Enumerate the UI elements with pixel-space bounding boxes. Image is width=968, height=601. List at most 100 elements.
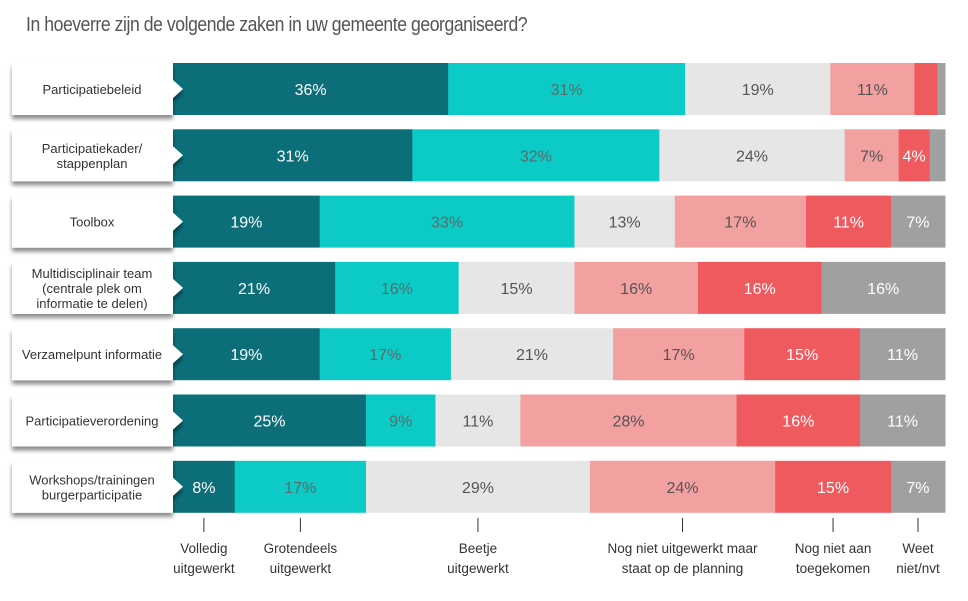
- bar-segment: [685, 63, 831, 115]
- bar-segment: [458, 261, 575, 314]
- category-label-line: Toolbox: [70, 215, 115, 230]
- bar-segment: [830, 63, 915, 115]
- bar-segment: [736, 394, 861, 447]
- legend-label-line: niet/nvt: [896, 561, 940, 576]
- legend-label-line: Beetje: [459, 541, 497, 556]
- bar-segment: [844, 129, 900, 182]
- legend-label-line: Volledig: [180, 541, 227, 556]
- bar-segment: [319, 195, 575, 248]
- data-label: 28%: [612, 414, 644, 431]
- bar-segment: [914, 63, 938, 115]
- category-label: Participatiebeleid: [42, 82, 141, 97]
- data-label: 11%: [887, 414, 918, 431]
- chart-title: In hoeverre zijn de volgende zaken in uw…: [26, 14, 528, 36]
- bar-segment: [520, 394, 738, 447]
- data-label: 17%: [284, 480, 316, 497]
- data-label: 29%: [462, 480, 494, 497]
- legend-label: Nog niet uitgewerkt maar staat op de plan…: [607, 541, 758, 576]
- legend-label-line: uitgewerkt: [270, 561, 332, 576]
- bar-segment: [319, 328, 452, 381]
- data-label: 36%: [295, 82, 327, 99]
- bar-segment: [448, 63, 686, 115]
- category-label-line: Participatiebeleid: [42, 82, 141, 97]
- legend-label-line: toegekomen: [796, 561, 870, 576]
- data-label: 16%: [867, 281, 899, 298]
- data-label: 19%: [742, 82, 774, 99]
- legend-label-line: uitgewerkt: [173, 561, 235, 576]
- data-label: 21%: [238, 281, 270, 298]
- legend-label: Beetje uitgewerkt: [447, 541, 509, 576]
- bar-segment: [929, 129, 946, 182]
- bar-segment: [674, 195, 807, 248]
- data-label: 19%: [230, 215, 262, 232]
- category-label-line: burgerparticipatie: [42, 487, 142, 502]
- category-label-line: Workshops/trainingen: [29, 472, 155, 487]
- bar-segment: [659, 129, 846, 182]
- bar-segment: [450, 328, 614, 381]
- label-box-shape: [12, 63, 183, 115]
- bar-segment: [335, 261, 460, 314]
- category-label: Multidisciplinair team (centrale plek om i…: [32, 266, 153, 311]
- data-label: 7%: [906, 215, 929, 232]
- bar-segment: [860, 328, 946, 381]
- data-label: 25%: [253, 414, 285, 431]
- data-label: 33%: [431, 215, 463, 232]
- category-label-line: Participatiekader/: [42, 141, 143, 156]
- data-label: 19%: [230, 347, 262, 364]
- data-label: 16%: [620, 281, 652, 298]
- category-label-line: (centrale plek om: [42, 281, 142, 296]
- bar-segment: [613, 328, 745, 381]
- data-label: 11%: [887, 347, 918, 364]
- legend-label: Volledig uitgewerkt: [173, 541, 235, 576]
- bar-segment: [412, 129, 660, 182]
- category-label-line: Multidisciplinair team: [32, 266, 153, 281]
- bar-segment: [890, 195, 946, 248]
- data-label: 31%: [277, 148, 309, 165]
- category-label-box: Participatiekader/stappenplan: [12, 129, 183, 182]
- data-label: 15%: [786, 347, 818, 364]
- bar-segment: [173, 261, 336, 314]
- category-label-line: Participatieverordening: [26, 414, 159, 429]
- category-label-box: Toolbox: [12, 195, 183, 248]
- category-label: Verzamelpunt informatie: [22, 347, 162, 362]
- label-box-shape: [12, 129, 183, 182]
- data-label: 15%: [501, 281, 533, 298]
- data-label: 16%: [782, 414, 814, 431]
- label-box-shape: [12, 328, 183, 381]
- data-label: 4%: [903, 148, 926, 165]
- data-label: 24%: [667, 480, 699, 497]
- data-label: 11%: [463, 414, 494, 431]
- bar-segment: [173, 195, 321, 248]
- bar-segment: [898, 129, 931, 182]
- bar-segment: [173, 328, 321, 381]
- data-label: 17%: [369, 347, 401, 364]
- data-label: 9%: [389, 414, 412, 431]
- bar-segment: [366, 460, 591, 513]
- data-label: 21%: [516, 347, 548, 364]
- legend-label-line: Nog niet aan: [795, 541, 872, 556]
- data-label: 17%: [663, 347, 695, 364]
- bar-segment: [937, 63, 946, 115]
- bar-segment: [589, 460, 776, 513]
- category-label-box: Verzamelpunt informatie: [12, 328, 183, 381]
- category-label: Participatieverordening: [26, 414, 159, 429]
- data-label: 31%: [551, 82, 583, 99]
- legend-label-line: staat op de planning: [622, 561, 744, 576]
- bar-segment: [806, 195, 892, 248]
- bar-segment: [697, 261, 822, 314]
- legend-label: Weet niet/nvt: [896, 541, 940, 576]
- bar-segment: [890, 460, 946, 513]
- legend-label-line: Nog niet uitgewerkt maar: [607, 541, 758, 556]
- label-box-shape: [12, 460, 183, 513]
- bar-segment: [775, 460, 892, 513]
- bar-segment: [173, 63, 449, 115]
- category-label-box: Workshops/trainingen burgerparticipatie: [12, 460, 183, 513]
- data-label: 13%: [609, 215, 641, 232]
- data-label: 24%: [736, 148, 768, 165]
- category-label-box: Participatieverordening: [12, 394, 183, 447]
- bar-segment: [574, 195, 676, 248]
- category-label-box: Multidisciplinair team (centrale plek om i…: [12, 261, 183, 314]
- category-label-line: informatie te delen): [36, 296, 147, 311]
- bar-segment: [821, 261, 946, 314]
